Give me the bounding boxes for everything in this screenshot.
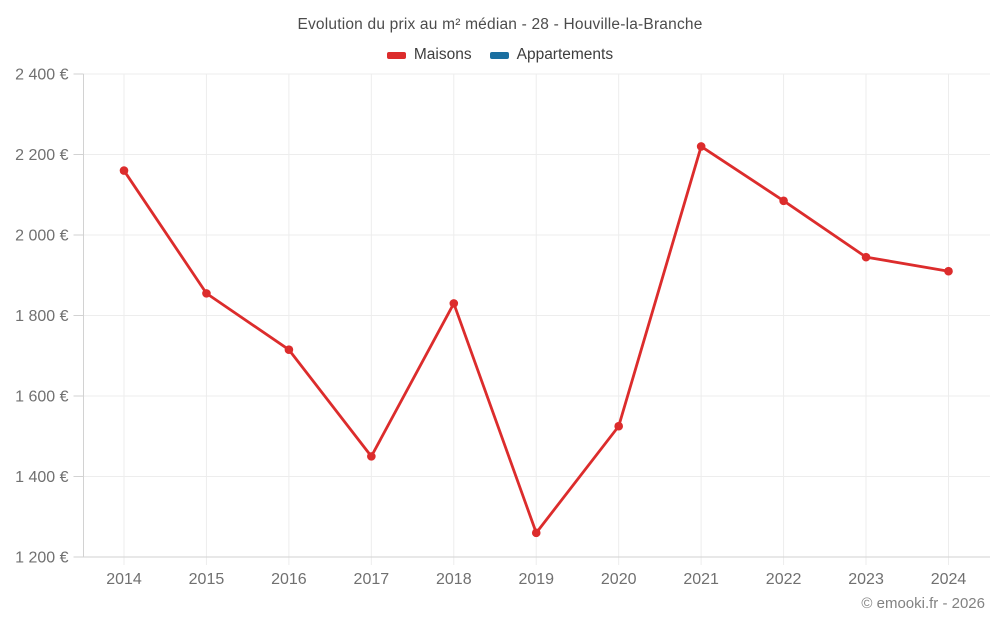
legend-label-appartements: Appartements: [516, 46, 614, 63]
x-axis-tick-label: 2019: [518, 571, 554, 588]
x-axis-tick-label: 2023: [848, 571, 884, 588]
x-axis-tick-label: 2022: [766, 571, 802, 588]
appartements-series-swatch-icon: [489, 51, 509, 59]
y-axis-tick-label: 2 200 €: [15, 147, 68, 164]
x-axis-tick-label: 2015: [189, 571, 225, 588]
x-axis-tick-label: 2024: [931, 571, 967, 588]
data-point-2024[interactable]: [944, 266, 953, 276]
x-axis-tick-label: 2017: [354, 571, 390, 588]
data-point-2022[interactable]: [779, 196, 788, 206]
x-axis-tick-label: 2021: [683, 571, 719, 588]
data-point-2016[interactable]: [284, 345, 294, 355]
y-axis-tick-label: 1 200 €: [15, 550, 68, 567]
data-point-2017[interactable]: [367, 452, 376, 461]
data-point-2019[interactable]: [531, 528, 541, 538]
x-axis-tick-label: 2018: [436, 571, 472, 588]
x-axis-tick-label: 2020: [601, 571, 637, 588]
data-point-2020[interactable]: [614, 421, 623, 431]
data-point-2021[interactable]: [696, 142, 706, 151]
x-axis-tick-label: 2016: [271, 571, 307, 588]
copyright-text: © emooki.fr - 2026: [861, 595, 985, 612]
maisons-series-swatch-icon: [386, 51, 406, 59]
data-point-2018[interactable]: [449, 299, 459, 308]
chart-legend: Maisons Appartements: [0, 46, 1000, 64]
data-point-2023[interactable]: [861, 252, 871, 262]
legend-item-appartements[interactable]: Appartements: [489, 46, 614, 64]
chart-title: Evolution du prix au m² médian - 28 - Ho…: [297, 16, 703, 33]
data-point-2014[interactable]: [119, 166, 129, 175]
legend-label-maisons: Maisons: [413, 46, 472, 63]
data-point-2015[interactable]: [202, 289, 211, 298]
y-axis-tick-label: 1 400 €: [15, 469, 68, 486]
y-axis-tick-label: 2 400 €: [15, 67, 68, 84]
y-axis-tick-label: 1 800 €: [15, 308, 68, 325]
legend-item-maisons[interactable]: Maisons: [386, 46, 472, 64]
y-axis-tick-label: 2 000 €: [15, 228, 68, 245]
y-axis-tick-label: 1 600 €: [15, 389, 68, 406]
x-axis-tick-label: 2014: [106, 571, 142, 588]
